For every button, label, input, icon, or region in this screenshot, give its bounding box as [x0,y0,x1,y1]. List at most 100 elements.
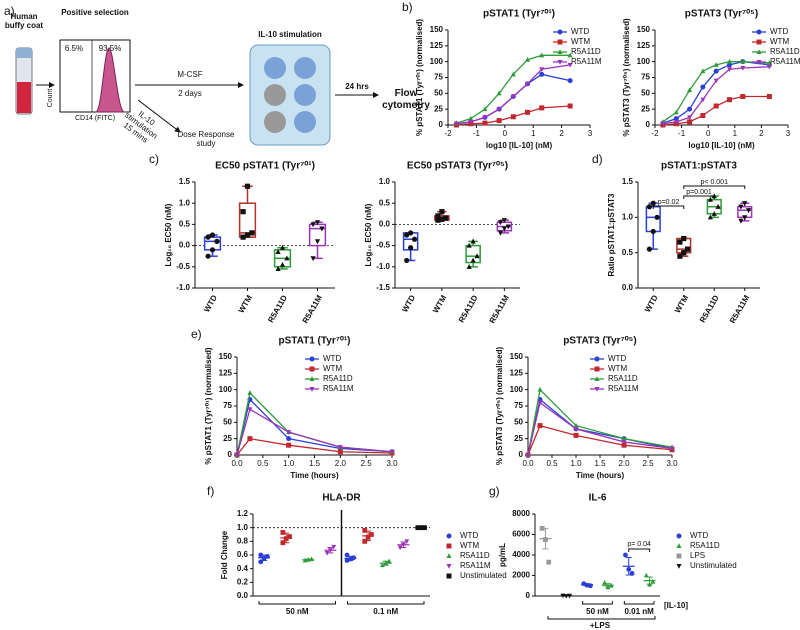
well [294,84,316,106]
marker [331,544,337,550]
legend-label: R5A11M [770,57,800,66]
x-tick-label: 0.5 [257,459,269,468]
x-tick-label: 1.0 [283,459,295,468]
marker [537,423,543,429]
box [465,244,481,264]
panel-label: a) [4,4,15,18]
x-tick-label: WTM [237,293,255,314]
marker [209,247,216,253]
x-tick-label: -1 [473,129,481,138]
y-axis-label: % pSTAT1 (Tyr⁷⁰¹) (normalised) [204,347,213,465]
well [264,111,286,133]
marker [681,250,687,256]
chart-title: pSTAT1 (Tyr⁷⁰¹) [483,9,555,20]
x-tick-label: 1.5 [594,459,606,468]
legend-marker [594,387,600,392]
chart-title: IL-6 [589,493,607,504]
x-tick-label: 3 [588,129,593,138]
marker [740,94,746,99]
marker [713,78,719,84]
marker [380,562,385,568]
x-tick-label: -1 [678,129,686,138]
y-tick-label: 0 [439,120,444,129]
marker [742,201,748,207]
y-tick-label: 100 [510,385,524,394]
marker [510,114,516,120]
marker [684,246,691,252]
legend-label: R5A11D [608,374,638,383]
panel-label: b) [402,0,413,14]
marker [687,119,693,125]
y-tick-label: 8000 [512,509,530,518]
series-line [662,61,770,123]
marker [525,57,531,62]
marker [539,52,545,58]
marker [646,246,653,252]
legend-label: WTD [460,531,478,540]
marker [314,220,321,226]
y-tick-label: 0.0 [237,591,249,600]
marker [677,239,683,245]
marker [525,81,531,87]
marker [247,407,253,413]
x-axis-label: log10 [IL-10] (nM) [486,141,553,150]
schematic-shapes: a) [4,4,379,146]
y-tick-label: 0.5 [622,248,634,257]
legend-label: LPS [690,551,705,560]
marker [646,204,653,210]
legend-label: Unstimulated [690,561,737,570]
marker [567,78,573,84]
legend-marker [676,533,682,539]
y-tick-label: 0.8 [237,536,249,545]
legend-label: WTM [608,364,627,373]
y-tick-label: 125 [219,368,233,377]
group-label: 50 nM [286,607,309,616]
chart-title: EC50 pSTAT3 (Tyr⁷⁰⁵) [407,161,508,172]
marker [677,253,683,259]
marker [258,552,264,558]
legend-label: R5A11M [323,384,354,393]
marker [205,253,211,259]
y-tick-label: 150 [510,352,524,361]
significance-bracket [683,185,746,189]
y-tick-label: 0 [526,591,531,600]
tube-cap [16,48,32,58]
y-tick-label: 4000 [512,550,530,559]
marker [249,230,255,236]
panel-label: f) [207,484,214,498]
y-axis-label: Ratio pSTAT1:pSTAT3 [607,193,616,277]
x-tick-label: 0 [503,129,508,138]
marker [496,118,502,124]
well [294,57,316,79]
well-plate [249,44,331,146]
x-tick-label: 2.5 [361,459,373,468]
axis-label: Count [46,88,54,108]
marker [435,217,441,223]
legend-marker [309,376,315,381]
marker [404,232,410,238]
marker [650,228,656,235]
x-tick-label: R5A11M [488,293,512,325]
legend-marker [756,39,762,45]
marker [681,235,687,242]
well [264,57,286,79]
x-tick-label: R5A11D [698,293,721,324]
gate-percent: 6.5% [64,44,84,53]
marker [286,430,292,435]
x-tick-label: 0.5 [546,459,558,468]
marker [567,62,573,68]
x-tick-label: WTD [202,293,219,313]
marker [362,528,368,533]
marker [435,213,441,219]
marker [687,115,693,121]
y-axis-label: pg/mL [498,543,507,567]
marker [738,218,744,224]
schematic-label: M-CSF [177,70,203,79]
marker [454,121,460,127]
marker [537,386,543,392]
x-tick-label: -2 [444,129,452,138]
marker [621,435,627,441]
marker [247,436,253,442]
legend-label: R5A11M [460,561,491,570]
